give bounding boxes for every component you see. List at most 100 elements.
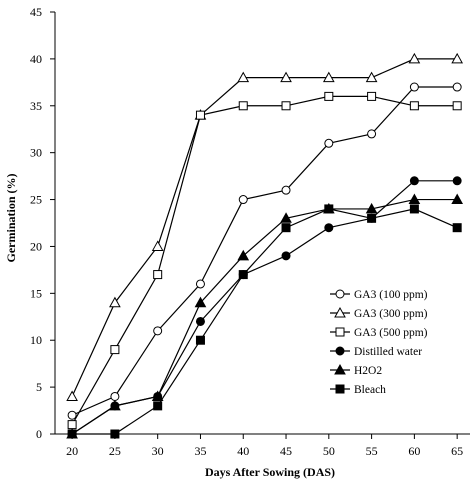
data-point [195,316,205,326]
data-point [110,429,120,439]
data-point [109,399,121,411]
data-point [280,71,292,83]
data-point [281,223,291,233]
y-tick-label: 0 [36,427,42,441]
data-point [452,101,462,111]
data-point [195,279,205,289]
data-point [281,185,291,195]
data-point [66,390,78,401]
data-point [409,82,419,92]
series-2 [67,91,462,430]
data-point [238,195,248,205]
data-point [195,110,205,120]
legend-label: GA3 (100 ppm) [354,289,428,301]
x-tick-label: 50 [323,444,335,458]
x-tick-label: 60 [408,444,420,458]
data-point [322,71,335,83]
data-point [110,345,120,355]
data-point [324,204,334,214]
x-tick-label: 55 [366,444,378,458]
data-point [238,270,248,280]
legend-item: Distilled water [330,346,422,358]
data-point [452,82,462,92]
axes: 0 5 10 15 20 25 30 35 40 45 20 25 30 35 40 45 50 55 60 65 [30,5,470,458]
legend-label: H2O2 [354,365,382,377]
data-point [281,101,291,111]
data-point [409,176,419,186]
y-axis-title: Germination (%) [4,174,18,263]
legend: GA3 (100 ppm) GA3 (300 ppm) GA3 (500 ppm) D… [330,289,428,396]
legend-item: Bleach [330,384,386,396]
x-tick-label: 45 [280,444,292,458]
x-tick-label: 65 [451,444,463,458]
data-point [153,270,163,280]
data-point [451,52,464,64]
data-point [237,71,250,83]
y-tick-label: 45 [30,5,42,19]
y-tick-label: 10 [30,333,42,347]
data-point [324,91,334,101]
data-point [151,390,164,401]
data-point [409,101,419,111]
y-tick-label: 20 [30,239,42,253]
series-0 [67,82,462,420]
series-line [72,208,458,435]
y-tick-label: 40 [30,52,42,66]
legend-label: GA3 (500 ppm) [354,327,428,339]
data-point [451,193,464,205]
legend-marker [335,327,345,337]
legend-label: Bleach [354,384,386,396]
data-point [408,193,421,205]
series-line [71,95,458,425]
series-line [71,198,458,435]
x-tick-label: 25 [109,444,121,458]
data-point [67,410,77,420]
series-layer [66,52,464,439]
data-point [365,71,378,83]
legend-item: GA3 (100 ppm) [330,289,428,301]
data-point [67,429,77,439]
data-point [281,251,291,261]
data-point [452,176,462,186]
y-tick-label: 5 [36,380,42,394]
series-5 [67,204,462,439]
x-tick-label: 20 [66,444,78,458]
data-point [151,240,164,251]
data-point [153,401,163,411]
data-point [194,296,207,308]
x-tick-label: 40 [237,444,249,458]
x-tick-label: 30 [152,444,164,458]
data-point [238,101,248,111]
data-point [367,129,377,139]
series-line [71,58,458,397]
legend-label: Distilled water [354,346,422,358]
data-point [324,138,334,148]
y-tick-label: 25 [30,193,42,207]
legend-marker [335,384,345,394]
legend-marker [334,306,346,318]
data-point [109,296,121,308]
legend-item: GA3 (300 ppm) [330,306,428,320]
y-tick-label: 15 [30,286,42,300]
data-point [367,213,377,223]
x-axis-title: Days After Sowing (DAS) [205,465,335,479]
data-point [409,204,419,214]
data-point [67,420,77,430]
x-tick-label: 35 [194,444,206,458]
legend-marker [335,346,345,356]
data-point [110,391,120,401]
data-point [237,249,250,261]
data-point [365,202,378,214]
data-point [153,326,163,336]
data-point [195,335,205,345]
legend-item: H2O2 [330,363,382,377]
series-4 [66,193,464,439]
y-tick-label: 30 [30,146,42,160]
data-point [280,212,292,223]
data-point [324,223,334,233]
legend-item: GA3 (500 ppm) [330,327,428,339]
series-line [71,86,458,416]
legend-label: GA3 (300 ppm) [354,308,428,320]
legend-marker [335,289,345,299]
